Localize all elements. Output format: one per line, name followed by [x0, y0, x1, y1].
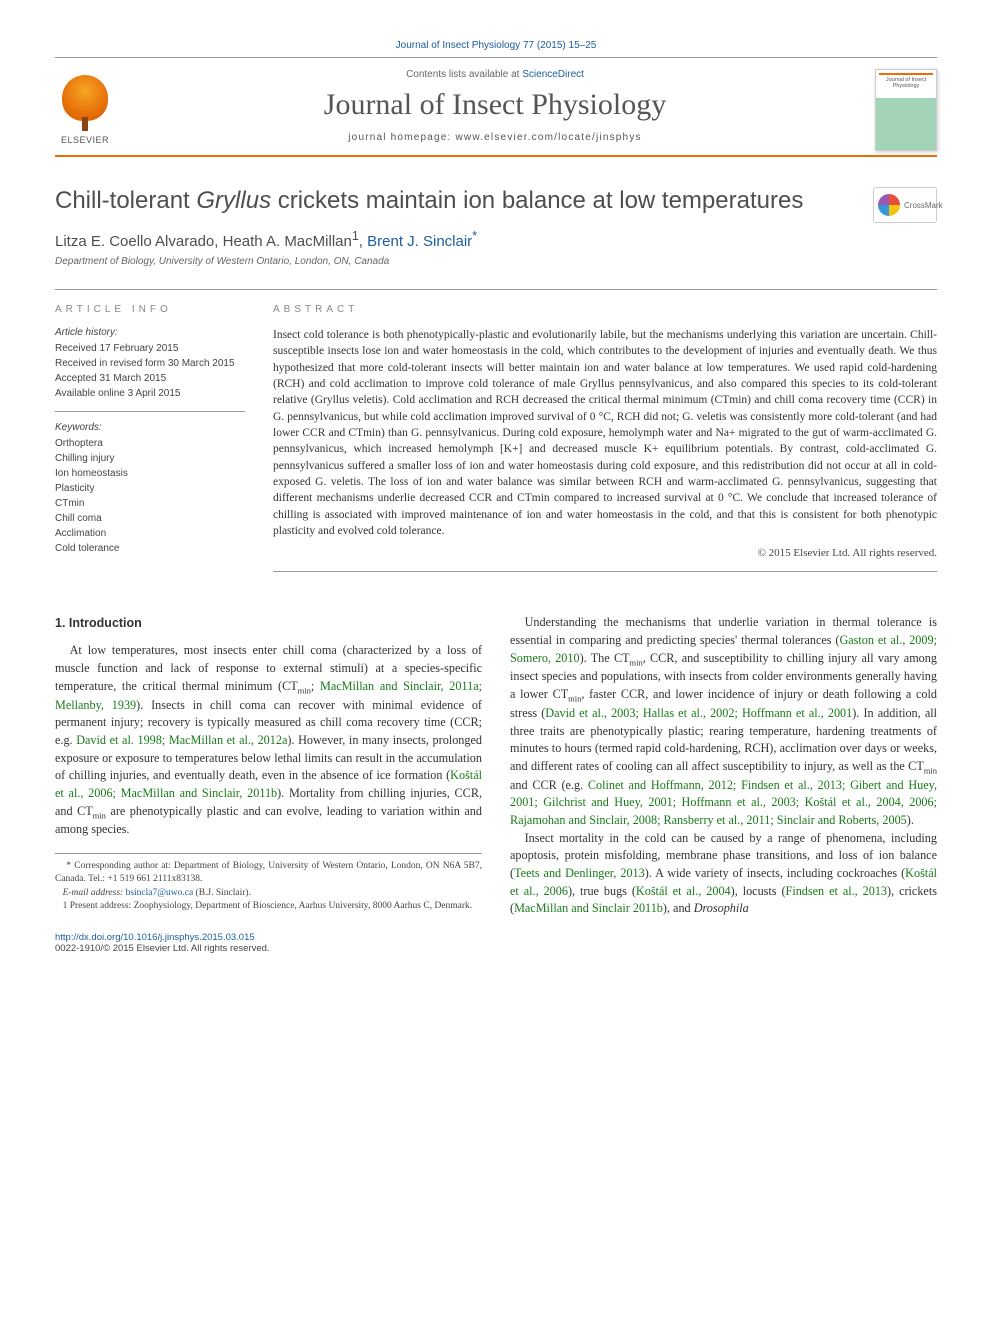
elsevier-tree-icon: [62, 75, 108, 121]
cite[interactable]: MacMillan and Sinclair 2011b: [514, 901, 663, 915]
journal-name: Journal of Insect Physiology: [127, 88, 863, 122]
keyword: Ion homeostasis: [55, 466, 245, 481]
cite[interactable]: Teets and Denlinger, 2013: [514, 866, 645, 880]
crossmark-badge[interactable]: CrossMark: [873, 187, 937, 223]
crossmark-icon: [878, 194, 900, 216]
issn-line: 0022-1910/© 2015 Elsevier Ltd. All right…: [55, 943, 937, 954]
article-info-block: ARTICLE INFO Article history: Received 1…: [55, 304, 245, 572]
history-item: Available online 3 April 2015: [55, 386, 245, 401]
corresponding-author: * Corresponding author at: Department of…: [55, 860, 482, 887]
intro-para-2: Understanding the mechanisms that underl…: [510, 614, 937, 829]
author-2: Heath A. MacMillan: [223, 233, 352, 250]
history-list: Received 17 February 2015 Received in re…: [55, 341, 245, 401]
title-pre: Chill-tolerant: [55, 187, 196, 214]
crossmark-label: CrossMark: [904, 201, 943, 210]
intro-para-1: At low temperatures, most insects enter …: [55, 642, 482, 839]
keywords-label: Keywords:: [55, 422, 245, 433]
abstract-copyright: © 2015 Elsevier Ltd. All rights reserved…: [273, 547, 937, 559]
cover-thumb-title: Journal of Insect Physiology: [876, 77, 936, 90]
history-item: Accepted 31 March 2015: [55, 371, 245, 386]
page-footer: http://dx.doi.org/10.1016/j.jinsphys.201…: [55, 932, 937, 954]
author-1: Litza E. Coello Alvarado: [55, 233, 214, 250]
author-3-link[interactable]: Brent J. Sinclair: [367, 233, 472, 250]
cite[interactable]: Findsen et al., 2013: [786, 884, 887, 898]
affiliation: Department of Biology, University of Wes…: [55, 256, 937, 267]
elsevier-label: ELSEVIER: [61, 135, 109, 145]
keyword: Chilling injury: [55, 451, 245, 466]
body-columns: 1. Introduction At low temperatures, mos…: [55, 614, 937, 918]
article-info-heading: ARTICLE INFO: [55, 304, 245, 315]
homepage-prefix: journal homepage:: [348, 132, 455, 143]
elsevier-logo[interactable]: ELSEVIER: [55, 72, 115, 147]
present-address: 1 Present address: Zoophysiology, Depart…: [55, 900, 482, 913]
history-item: Received 17 February 2015: [55, 341, 245, 356]
title-italic: Gryllus: [196, 187, 271, 214]
intro-para-3: Insect mortality in the cold can be caus…: [510, 830, 937, 918]
abstract-heading: ABSTRACT: [273, 304, 937, 315]
keyword: CTmin: [55, 496, 245, 511]
cite[interactable]: David et al., 2003; Hallas et al., 2002;…: [545, 706, 852, 720]
keyword: Acclimation: [55, 526, 245, 541]
homepage-url[interactable]: www.elsevier.com/locate/jinsphys: [455, 132, 641, 143]
running-citation: Journal of Insect Physiology 77 (2015) 1…: [55, 40, 937, 51]
author-3-mark[interactable]: *: [472, 229, 477, 243]
email-link[interactable]: bsincla7@uwo.ca: [126, 888, 194, 898]
cite[interactable]: David et al. 1998; MacMillan et al., 201…: [76, 733, 287, 747]
journal-cover-thumb[interactable]: Journal of Insect Physiology: [875, 69, 937, 151]
history-item: Received in revised form 30 March 2015: [55, 356, 245, 371]
footnotes: * Corresponding author at: Department of…: [55, 853, 482, 913]
keyword: Orthoptera: [55, 436, 245, 451]
history-label: Article history:: [55, 327, 245, 338]
title-post: crickets maintain ion balance at low tem…: [271, 187, 803, 214]
journal-banner: ELSEVIER Contents lists available at Sci…: [55, 57, 937, 157]
email-line: E-mail address: bsincla7@uwo.ca (B.J. Si…: [55, 887, 482, 900]
keyword: Chill coma: [55, 511, 245, 526]
homepage-line: journal homepage: www.elsevier.com/locat…: [127, 132, 863, 143]
cite[interactable]: Koštál et al., 2004: [636, 884, 731, 898]
contents-line: Contents lists available at ScienceDirec…: [127, 69, 863, 80]
keywords-list: Orthoptera Chilling injury Ion homeostas…: [55, 436, 245, 556]
contents-prefix: Contents lists available at: [406, 69, 522, 80]
abstract-block: ABSTRACT Insect cold tolerance is both p…: [273, 304, 937, 572]
abstract-text: Insect cold tolerance is both phenotypic…: [273, 327, 937, 539]
section-1-heading: 1. Introduction: [55, 614, 482, 632]
doi-link[interactable]: http://dx.doi.org/10.1016/j.jinsphys.201…: [55, 932, 255, 943]
genus-italic: Drosophila: [694, 901, 749, 915]
email-label: E-mail address:: [63, 888, 126, 898]
email-who: (B.J. Sinclair).: [193, 888, 251, 898]
author-3: Brent J. Sinclair: [367, 233, 472, 250]
keyword: Plasticity: [55, 481, 245, 496]
authors-line: Litza E. Coello Alvarado, Heath A. MacMi…: [55, 229, 937, 250]
article-title: Chill-tolerant Gryllus crickets maintain…: [55, 187, 937, 215]
author-2-mark: 1: [352, 229, 359, 243]
keyword: Cold tolerance: [55, 541, 245, 556]
sciencedirect-link[interactable]: ScienceDirect: [522, 69, 584, 80]
